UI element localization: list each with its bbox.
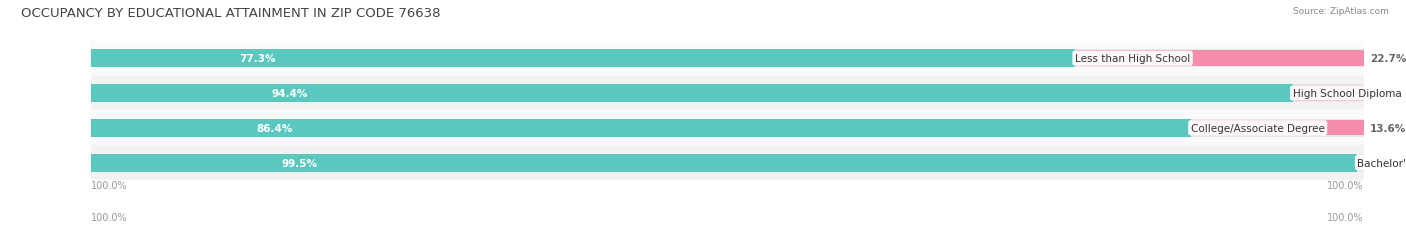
Bar [1076, 51, 1364, 67]
Text: 77.3%: 77.3% [239, 54, 276, 64]
Bar [91, 42, 1364, 76]
Text: 100.0%: 100.0% [1327, 213, 1364, 222]
Text: Less than High School: Less than High School [1076, 54, 1191, 64]
Bar [91, 119, 1364, 137]
Bar [91, 146, 1364, 180]
Text: 100.0%: 100.0% [91, 213, 128, 222]
Text: High School Diploma: High School Diploma [1292, 88, 1402, 99]
Text: 22.7%: 22.7% [1371, 54, 1406, 64]
Bar [91, 85, 1364, 103]
Text: 100.0%: 100.0% [91, 180, 128, 190]
Text: 0.46%: 0.46% [1369, 158, 1406, 168]
Bar [91, 119, 1191, 137]
Bar [91, 85, 1292, 103]
Bar [1357, 155, 1364, 170]
Text: 100.0%: 100.0% [1327, 180, 1364, 190]
Bar [91, 154, 1364, 172]
Text: College/Associate Degree: College/Associate Degree [1191, 123, 1324, 133]
Text: 94.4%: 94.4% [271, 88, 308, 99]
Legend: Owner-occupied, Renter-occupied: Owner-occupied, Renter-occupied [613, 229, 842, 231]
Bar [1292, 86, 1364, 101]
Bar [91, 76, 1364, 111]
Bar [91, 111, 1364, 146]
Text: 86.4%: 86.4% [256, 123, 292, 133]
Text: 5.6%: 5.6% [1371, 88, 1399, 99]
Text: Bachelor's Degree or higher: Bachelor's Degree or higher [1357, 158, 1406, 168]
Bar [91, 50, 1076, 68]
Text: Source: ZipAtlas.com: Source: ZipAtlas.com [1294, 7, 1389, 16]
Bar [1191, 121, 1364, 136]
Bar [91, 154, 1357, 172]
Text: 13.6%: 13.6% [1371, 123, 1406, 133]
Bar [91, 50, 1364, 68]
Text: OCCUPANCY BY EDUCATIONAL ATTAINMENT IN ZIP CODE 76638: OCCUPANCY BY EDUCATIONAL ATTAINMENT IN Z… [21, 7, 440, 20]
Text: 99.5%: 99.5% [281, 158, 318, 168]
